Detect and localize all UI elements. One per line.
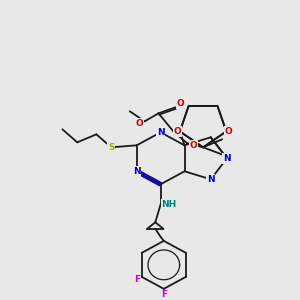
Text: O: O xyxy=(136,119,143,128)
Text: O: O xyxy=(177,99,185,108)
Text: N: N xyxy=(207,175,214,184)
Text: F: F xyxy=(161,290,167,299)
Text: N: N xyxy=(133,167,140,176)
Text: N: N xyxy=(157,128,164,137)
Text: O: O xyxy=(190,141,197,150)
Text: NH: NH xyxy=(161,200,177,209)
Text: O: O xyxy=(174,127,182,136)
Text: N: N xyxy=(223,154,231,163)
Text: S: S xyxy=(108,143,115,152)
Text: F: F xyxy=(134,275,141,284)
Text: O: O xyxy=(224,127,232,136)
